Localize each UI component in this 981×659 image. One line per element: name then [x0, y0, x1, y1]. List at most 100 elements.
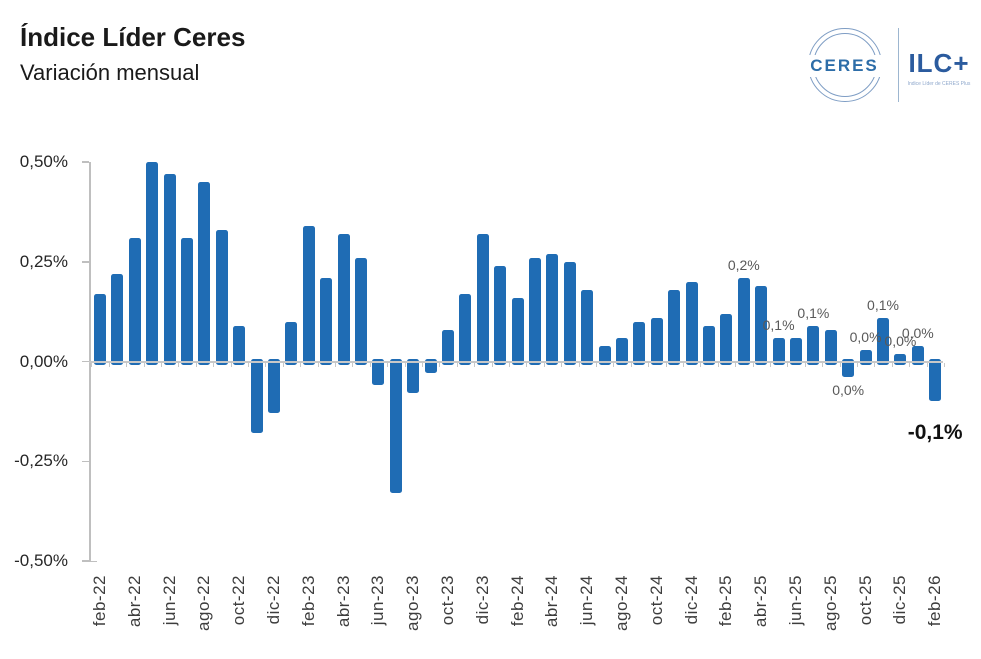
- x-axis-label-feb-25: feb-25: [716, 575, 736, 627]
- bar-mar-25: [737, 277, 750, 365]
- x-axis-tick: [613, 362, 615, 367]
- bar-ago-23: [407, 358, 420, 394]
- x-axis-tick: [334, 362, 336, 367]
- y-axis-label: 0,50%: [19, 152, 68, 171]
- bar-ene-25: [703, 325, 715, 365]
- bar-jun-22: [163, 173, 176, 365]
- x-axis-label-dic-23: dic-23: [472, 575, 492, 625]
- bar-feb-25: [720, 313, 733, 365]
- x-axis-label-oct-22: oct-22: [229, 575, 249, 626]
- value-label-mar-25: 0,2%: [727, 256, 760, 273]
- x-axis-label-jun-23: jun-23: [368, 575, 388, 626]
- bar-ago-24: [616, 337, 628, 365]
- y-axis-label: 0,00%: [19, 351, 68, 371]
- ilc-logo-caption: Índice Líder de CERES Plus: [907, 81, 971, 87]
- bar-nov-24: [668, 289, 681, 365]
- bar-feb-26: [929, 358, 942, 402]
- x-axis-tick: [909, 362, 911, 367]
- x-axis-tick: [195, 362, 197, 367]
- zero-baseline: [89, 360, 943, 363]
- bar-dic-22: [268, 358, 280, 414]
- x-axis-tick: [456, 362, 458, 367]
- x-axis-tick: [213, 362, 215, 367]
- bar-sep-22: [215, 229, 228, 365]
- bar-may-23: [355, 257, 367, 365]
- y-axis-bottom-corner: [89, 560, 97, 562]
- x-axis-tick: [300, 362, 302, 367]
- x-axis-tick: [247, 362, 249, 367]
- x-axis-tick: [926, 362, 928, 367]
- x-axis-label-abr-23: abr-23: [333, 575, 353, 628]
- x-axis-tick: [856, 362, 858, 367]
- bar-may-22: [146, 162, 159, 365]
- x-axis-tick: [839, 362, 841, 367]
- x-axis-tick: [700, 362, 702, 367]
- bar-sep-25: [842, 358, 855, 378]
- bar-nov-23: [459, 293, 472, 365]
- bar-feb-23: [302, 225, 315, 365]
- bar-may-24: [563, 261, 576, 365]
- bar-sep-24: [633, 321, 646, 365]
- x-axis-label-ago-22: ago-22: [194, 575, 214, 631]
- x-axis-tick: [160, 362, 162, 367]
- bar-ago-22: [198, 181, 211, 365]
- bar-jul-24: [598, 345, 611, 365]
- x-axis-tick: [439, 362, 441, 367]
- x-axis-label-feb-22: feb-22: [90, 575, 109, 627]
- x-axis-tick: [874, 362, 876, 367]
- x-axis-tick: [91, 362, 93, 367]
- x-axis-label-ago-24: ago-24: [612, 575, 631, 631]
- x-axis-tick: [369, 362, 371, 367]
- bar-mar-23: [320, 277, 333, 365]
- bar-ene-23: [285, 321, 298, 365]
- page-subtitle: Variación mensual: [20, 60, 200, 85]
- value-label-dic-25: 0,0%: [884, 332, 917, 349]
- bar-abr-22: [128, 237, 141, 365]
- x-axis-label-abr-24: abr-24: [542, 575, 562, 628]
- y-axis-tick: [82, 460, 89, 462]
- y-axis-tick: [82, 161, 89, 163]
- x-axis-label-oct-23: oct-23: [438, 575, 457, 626]
- x-axis-tick: [682, 362, 684, 367]
- bar-ene-24: [494, 265, 507, 365]
- x-axis-label-abr-22: abr-22: [124, 575, 144, 628]
- x-axis-label-feb-26: feb-26: [925, 575, 945, 627]
- value-label-oct-25: 0,0%: [849, 328, 882, 345]
- bar-may-25: [772, 337, 785, 365]
- x-axis-tick: [421, 362, 423, 367]
- bar-oct-22: [233, 325, 246, 365]
- y-axis-tick: [82, 360, 89, 363]
- bar-oct-25: [859, 349, 872, 365]
- x-axis-tick: [230, 362, 232, 367]
- x-axis-tick: [508, 362, 510, 367]
- ceres-logo-text: CERES: [797, 55, 892, 77]
- x-axis-tick: [387, 362, 389, 367]
- bar-jun-25: [790, 337, 802, 365]
- x-axis-tick: [648, 362, 650, 367]
- x-axis-label-jun-24: jun-24: [577, 575, 597, 626]
- x-axis-tick: [787, 362, 789, 367]
- x-axis-label-dic-24: dic-24: [681, 575, 701, 625]
- ilc-logo-text: ILC+: [908, 48, 970, 78]
- bar-oct-23: [442, 329, 454, 365]
- x-axis-label-ago-23: ago-23: [403, 575, 423, 631]
- bar-jul-22: [181, 237, 193, 365]
- x-axis-label-feb-24: feb-24: [507, 575, 527, 627]
- y-axis-tick: [82, 261, 89, 263]
- bar-nov-22: [250, 358, 263, 434]
- bar-jul-23: [389, 358, 402, 494]
- y-axis-label: -0,25%: [14, 451, 68, 471]
- highlight-value-label-feb-26: -0,1%: [907, 421, 963, 445]
- x-axis-tick: [891, 362, 893, 367]
- x-axis-tick: [822, 362, 824, 367]
- x-axis-tick: [543, 362, 545, 367]
- x-axis-tick: [317, 362, 319, 367]
- bar-abr-23: [337, 233, 350, 365]
- bar-feb-24: [511, 297, 524, 365]
- x-axis-tick: [943, 362, 945, 367]
- x-axis-tick: [126, 362, 128, 367]
- x-axis-tick: [769, 362, 771, 367]
- x-axis-tick: [735, 362, 737, 367]
- x-axis-tick: [404, 362, 406, 367]
